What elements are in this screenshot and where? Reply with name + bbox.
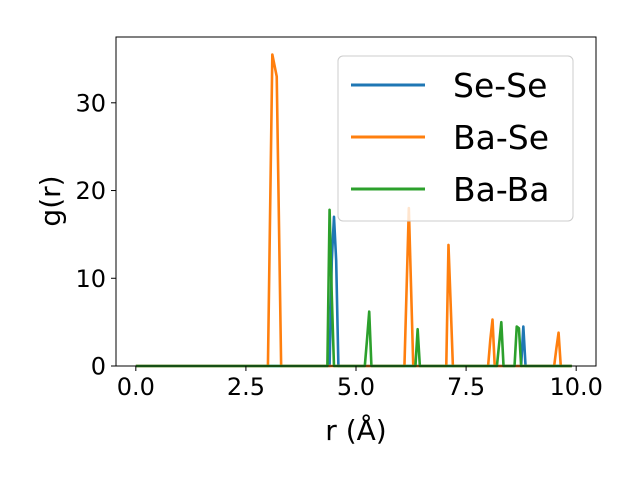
x-tick-label: 10.0 <box>549 373 602 401</box>
series-line-ba-se <box>135 53 572 368</box>
x-tick-label: 5.0 <box>337 373 375 401</box>
y-tick-label: 0 <box>91 353 106 381</box>
x-tick-label: 0.0 <box>117 373 155 401</box>
series-line-ba-ba <box>135 208 572 368</box>
legend-items: Se-Se Ba-Se Ba-Ba <box>351 66 549 209</box>
legend: Se-Se Ba-Se Ba-Ba <box>337 55 574 222</box>
x-axis: 0.0 2.5 5.0 7.5 10.0 <box>117 366 603 401</box>
legend-label-ba-ba: Ba-Ba <box>453 170 549 209</box>
x-tick-label: 7.5 <box>447 373 485 401</box>
x-axis-label: r (Å) <box>325 413 386 447</box>
y-axis: 0 10 20 30 <box>75 89 116 381</box>
y-tick-label: 20 <box>75 177 106 205</box>
legend-label-se-se: Se-Se <box>453 66 547 105</box>
legend-box <box>337 55 574 222</box>
series-layer <box>135 53 572 368</box>
series-line-se-se <box>135 215 572 368</box>
y-tick-label: 30 <box>75 89 106 117</box>
x-tick-label: 2.5 <box>227 373 265 401</box>
y-tick-label: 10 <box>75 265 106 293</box>
legend-label-ba-se: Ba-Se <box>453 118 549 157</box>
y-axis-label: g(r) <box>34 175 67 226</box>
